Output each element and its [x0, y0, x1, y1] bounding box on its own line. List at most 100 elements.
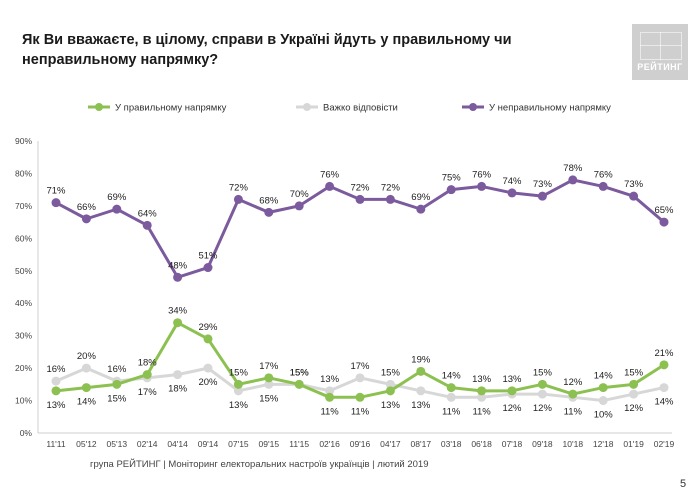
data-label: 12% — [533, 403, 553, 414]
data-point — [325, 181, 335, 191]
data-label: 72% — [381, 182, 401, 193]
data-label: 73% — [533, 179, 553, 190]
x-tick-label: 04'17 — [380, 439, 401, 449]
data-point — [385, 386, 395, 396]
x-tick-label: 01'19 — [623, 439, 644, 449]
data-label: 10% — [594, 410, 614, 421]
data-label: 20% — [77, 351, 97, 362]
data-point — [355, 373, 365, 383]
data-point — [568, 175, 578, 185]
data-point — [355, 194, 365, 204]
data-label: 15% — [290, 367, 310, 378]
data-label: 71% — [46, 186, 66, 197]
data-point — [659, 360, 669, 370]
logo-grid-icon — [640, 32, 682, 60]
legend-entry: У неправильному напрямку — [489, 103, 611, 114]
footer-source: група РЕЙТИНГ | Моніторинг електоральних… — [90, 459, 429, 470]
data-point — [537, 379, 547, 389]
data-point — [294, 201, 304, 211]
data-label: 13% — [381, 400, 401, 411]
data-point — [507, 188, 517, 198]
data-label: 11% — [472, 406, 491, 417]
data-label: 29% — [198, 322, 218, 333]
data-point — [355, 392, 365, 402]
data-label: 72% — [229, 182, 249, 193]
data-label: 66% — [77, 202, 97, 213]
data-point — [537, 191, 547, 201]
data-point — [173, 318, 183, 328]
data-point — [416, 204, 426, 214]
data-label: 48% — [168, 260, 188, 271]
data-point — [659, 383, 669, 393]
data-point — [446, 392, 456, 402]
data-label: 76% — [320, 169, 340, 180]
x-tick-label: 11'15 — [289, 439, 309, 449]
data-label: 11% — [442, 406, 461, 417]
data-label: 17% — [350, 361, 370, 372]
data-point — [81, 383, 91, 393]
data-label: 21% — [654, 348, 674, 359]
data-label: 72% — [350, 182, 370, 193]
data-point — [598, 396, 608, 406]
data-point — [598, 383, 608, 393]
data-label: 16% — [46, 364, 66, 375]
rating-logo: РЕЙТИНГ — [632, 24, 688, 80]
data-point — [233, 379, 243, 389]
y-tick-label: 10% — [15, 396, 32, 406]
data-point — [112, 379, 122, 389]
data-label: 17% — [138, 387, 158, 398]
data-label: 12% — [502, 403, 522, 414]
data-point — [233, 386, 243, 396]
data-label: 13% — [472, 374, 492, 385]
data-label: 15% — [290, 367, 310, 378]
y-tick-label: 50% — [15, 266, 32, 276]
data-point — [142, 370, 152, 380]
data-point — [325, 392, 335, 402]
data-point — [264, 373, 274, 383]
y-tick-label: 70% — [15, 201, 32, 211]
page-number: 5 — [680, 478, 687, 490]
data-point — [264, 207, 274, 217]
data-label: 13% — [320, 374, 340, 385]
data-label: 65% — [654, 205, 674, 216]
data-point — [264, 379, 274, 389]
y-tick-label: 30% — [15, 331, 32, 341]
data-label: 69% — [411, 192, 431, 203]
data-point — [325, 386, 335, 396]
data-point — [629, 379, 639, 389]
data-point — [385, 194, 395, 204]
x-tick-label: 02'19 — [654, 439, 675, 449]
x-tick-label: 05'12 — [76, 439, 97, 449]
data-point — [112, 204, 122, 214]
data-point — [81, 214, 91, 224]
data-point — [385, 379, 395, 389]
data-label: 69% — [107, 192, 127, 203]
y-tick-label: 60% — [15, 233, 32, 243]
data-label: 18% — [168, 384, 188, 395]
data-point — [598, 181, 608, 191]
data-label: 64% — [138, 208, 158, 219]
data-label: 11% — [564, 406, 583, 417]
y-tick-label: 0% — [20, 428, 33, 438]
chart-title: Як Ви вважаєте, в цілому, справи в Украї… — [22, 32, 512, 68]
data-point — [477, 181, 487, 191]
x-tick-label: 09'15 — [259, 439, 280, 449]
data-point — [477, 392, 487, 402]
data-label: 19% — [411, 354, 431, 365]
data-label: 51% — [198, 251, 218, 262]
y-tick-label: 80% — [15, 168, 32, 178]
x-tick-label: 09'16 — [350, 439, 371, 449]
data-point — [568, 389, 578, 399]
legend-entry: Важко відповісти — [323, 103, 398, 114]
legend-swatch-marker — [95, 103, 103, 111]
data-label: 78% — [563, 163, 583, 174]
data-point — [142, 220, 152, 230]
data-point — [203, 334, 213, 344]
data-label: 13% — [46, 400, 66, 411]
data-label: 34% — [168, 306, 188, 317]
data-point — [629, 389, 639, 399]
data-label: 14% — [77, 397, 97, 408]
data-label: 16% — [107, 364, 127, 375]
logo-text: РЕЙТИНГ — [637, 62, 683, 72]
data-point — [477, 386, 487, 396]
